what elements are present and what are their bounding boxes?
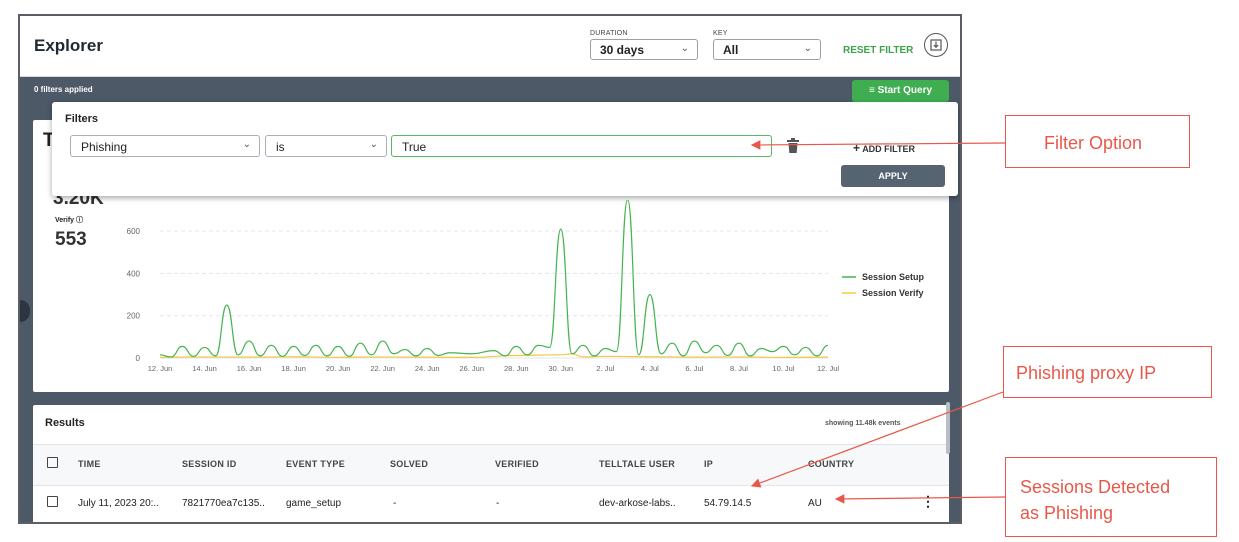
column-header[interactable]: SESSION ID xyxy=(182,459,237,469)
verify-count: 553 xyxy=(55,229,87,250)
duration-select[interactable]: 30 days ⌄ xyxy=(590,39,698,60)
x-tick-label: 26. Jun xyxy=(459,364,484,373)
chevron-down-icon: ⌄ xyxy=(803,43,812,54)
info-icon[interactable]: ⓘ xyxy=(76,217,84,224)
chevron-down-icon: ⌄ xyxy=(680,43,689,54)
column-header[interactable]: TELLTALE USER xyxy=(599,459,676,469)
series-line-session-setup xyxy=(159,200,829,358)
x-tick-label: 10. Jul xyxy=(772,364,794,373)
x-tick-label: 12. Jun xyxy=(148,364,173,373)
key-label: KEY xyxy=(713,30,728,37)
results-title: Results xyxy=(45,417,85,429)
explorer-window: Explorer DURATION 30 days ⌄ KEY All ⌄ RE… xyxy=(18,14,962,524)
filter-field-value: Phishing xyxy=(81,140,128,154)
cell-time: July 11, 2023 20:.. xyxy=(78,498,159,509)
legend-label: Session Setup xyxy=(862,272,925,282)
column-header[interactable]: TIME xyxy=(78,459,101,469)
download-icon[interactable] xyxy=(924,33,948,57)
annotation-filter-option: Filter Option xyxy=(1005,115,1190,168)
cell-ip: 54.79.14.5 xyxy=(704,498,752,509)
filter-icon: ≡ xyxy=(868,85,875,96)
trash-icon[interactable] xyxy=(787,138,799,153)
chevron-down-icon: ⌄ xyxy=(242,139,251,150)
select-all-checkbox[interactable] xyxy=(47,457,58,468)
x-tick-label: 6. Jul xyxy=(685,364,703,373)
verify-label: Verify ⓘ xyxy=(55,215,83,225)
column-header[interactable]: VERIFIED xyxy=(495,459,539,469)
cell-country: AU xyxy=(808,498,822,509)
add-filter-label: ADD FILTER xyxy=(862,144,916,154)
showing-count: showing 11.48k events xyxy=(825,420,901,427)
results-card: Results showing 11.48k events TIME SESSI… xyxy=(33,405,949,522)
explorer-header: Explorer DURATION 30 days ⌄ KEY All ⌄ RE… xyxy=(20,16,960,77)
filter-operator-select[interactable]: is ⌄ xyxy=(265,135,387,157)
filters-applied-text: 0 filters applied xyxy=(34,85,93,94)
column-header[interactable]: EVENT TYPE xyxy=(286,459,346,469)
plus-icon: + xyxy=(853,141,861,155)
series-line-session-verify xyxy=(159,353,829,358)
apply-button[interactable]: APPLY xyxy=(841,165,945,187)
cell-session-id: 7821770ea7c135.. xyxy=(182,498,265,509)
verify-label-text: Verify xyxy=(55,217,75,224)
duration-group: DURATION 30 days ⌄ xyxy=(590,30,698,60)
annotation-phishing-ip: Phishing proxy IP xyxy=(1003,346,1212,398)
x-tick-label: 30. Jun xyxy=(548,364,573,373)
x-tick-label: 16. Jun xyxy=(237,364,262,373)
filter-bar: 0 filters applied ≡ Start Query xyxy=(20,77,960,102)
x-tick-label: 12. Jul xyxy=(817,364,839,373)
key-value: All xyxy=(723,43,739,57)
add-filter-button[interactable]: + ADD FILTER xyxy=(853,141,915,155)
x-tick-label: 22. Jun xyxy=(370,364,395,373)
legend-label: Session Verify xyxy=(862,288,924,298)
column-header[interactable]: COUNTRY xyxy=(808,459,855,469)
row-checkbox[interactable] xyxy=(47,496,58,507)
start-query-label: Start Query xyxy=(877,85,933,96)
scrollbar[interactable] xyxy=(946,402,950,454)
summary-title: T xyxy=(43,130,55,151)
x-tick-label: 28. Jun xyxy=(504,364,529,373)
annotation-sessions-phishing: Sessions Detected as Phishing xyxy=(1005,457,1217,537)
duration-label: DURATION xyxy=(590,30,628,37)
y-tick-label: 400 xyxy=(127,269,141,278)
cell-verified: - xyxy=(496,498,500,509)
key-select[interactable]: All ⌄ xyxy=(713,39,821,60)
filter-value-input[interactable]: True xyxy=(391,135,772,157)
table-header: TIME SESSION ID EVENT TYPE SOLVED VERIFI… xyxy=(33,444,949,486)
x-tick-label: 20. Jun xyxy=(326,364,351,373)
column-header[interactable]: SOLVED xyxy=(390,459,429,469)
y-tick-label: 600 xyxy=(127,227,141,236)
x-tick-label: 8. Jul xyxy=(730,364,748,373)
start-query-button[interactable]: ≡ Start Query xyxy=(852,80,949,102)
row-menu-icon[interactable]: ⋮ xyxy=(921,493,935,509)
x-tick-label: 18. Jun xyxy=(281,364,306,373)
x-tick-label: 24. Jun xyxy=(415,364,440,373)
filters-title: Filters xyxy=(65,113,99,125)
filters-popup: Filters Phishing ⌄ is ⌄ True + ADD FILTE… xyxy=(52,102,958,196)
y-tick-label: 0 xyxy=(136,354,141,363)
chevron-down-icon: ⌄ xyxy=(369,139,378,150)
filter-field-select[interactable]: Phishing ⌄ xyxy=(70,135,260,157)
x-tick-label: 2. Jul xyxy=(596,364,614,373)
duration-value: 30 days xyxy=(600,43,645,57)
key-group: KEY All ⌄ xyxy=(713,30,821,60)
x-tick-label: 14. Jun xyxy=(192,364,217,373)
cell-telltale-user: dev-arkose-labs.. xyxy=(599,498,676,509)
page-title: Explorer xyxy=(34,36,103,55)
cell-event-type: game_setup xyxy=(286,498,342,509)
x-tick-label: 4. Jul xyxy=(641,364,659,373)
column-header[interactable]: IP xyxy=(704,459,714,469)
cell-solved: - xyxy=(393,498,397,509)
reset-filter-button[interactable]: RESET FILTER xyxy=(843,45,914,56)
filter-operator-value: is xyxy=(276,140,285,154)
session-chart: 0 200 400 600 12. Jun 14. Jun 16. Jun 18. Jun 20… xyxy=(127,200,925,373)
y-tick-label: 200 xyxy=(127,312,141,321)
side-panel-toggle[interactable] xyxy=(20,300,30,322)
